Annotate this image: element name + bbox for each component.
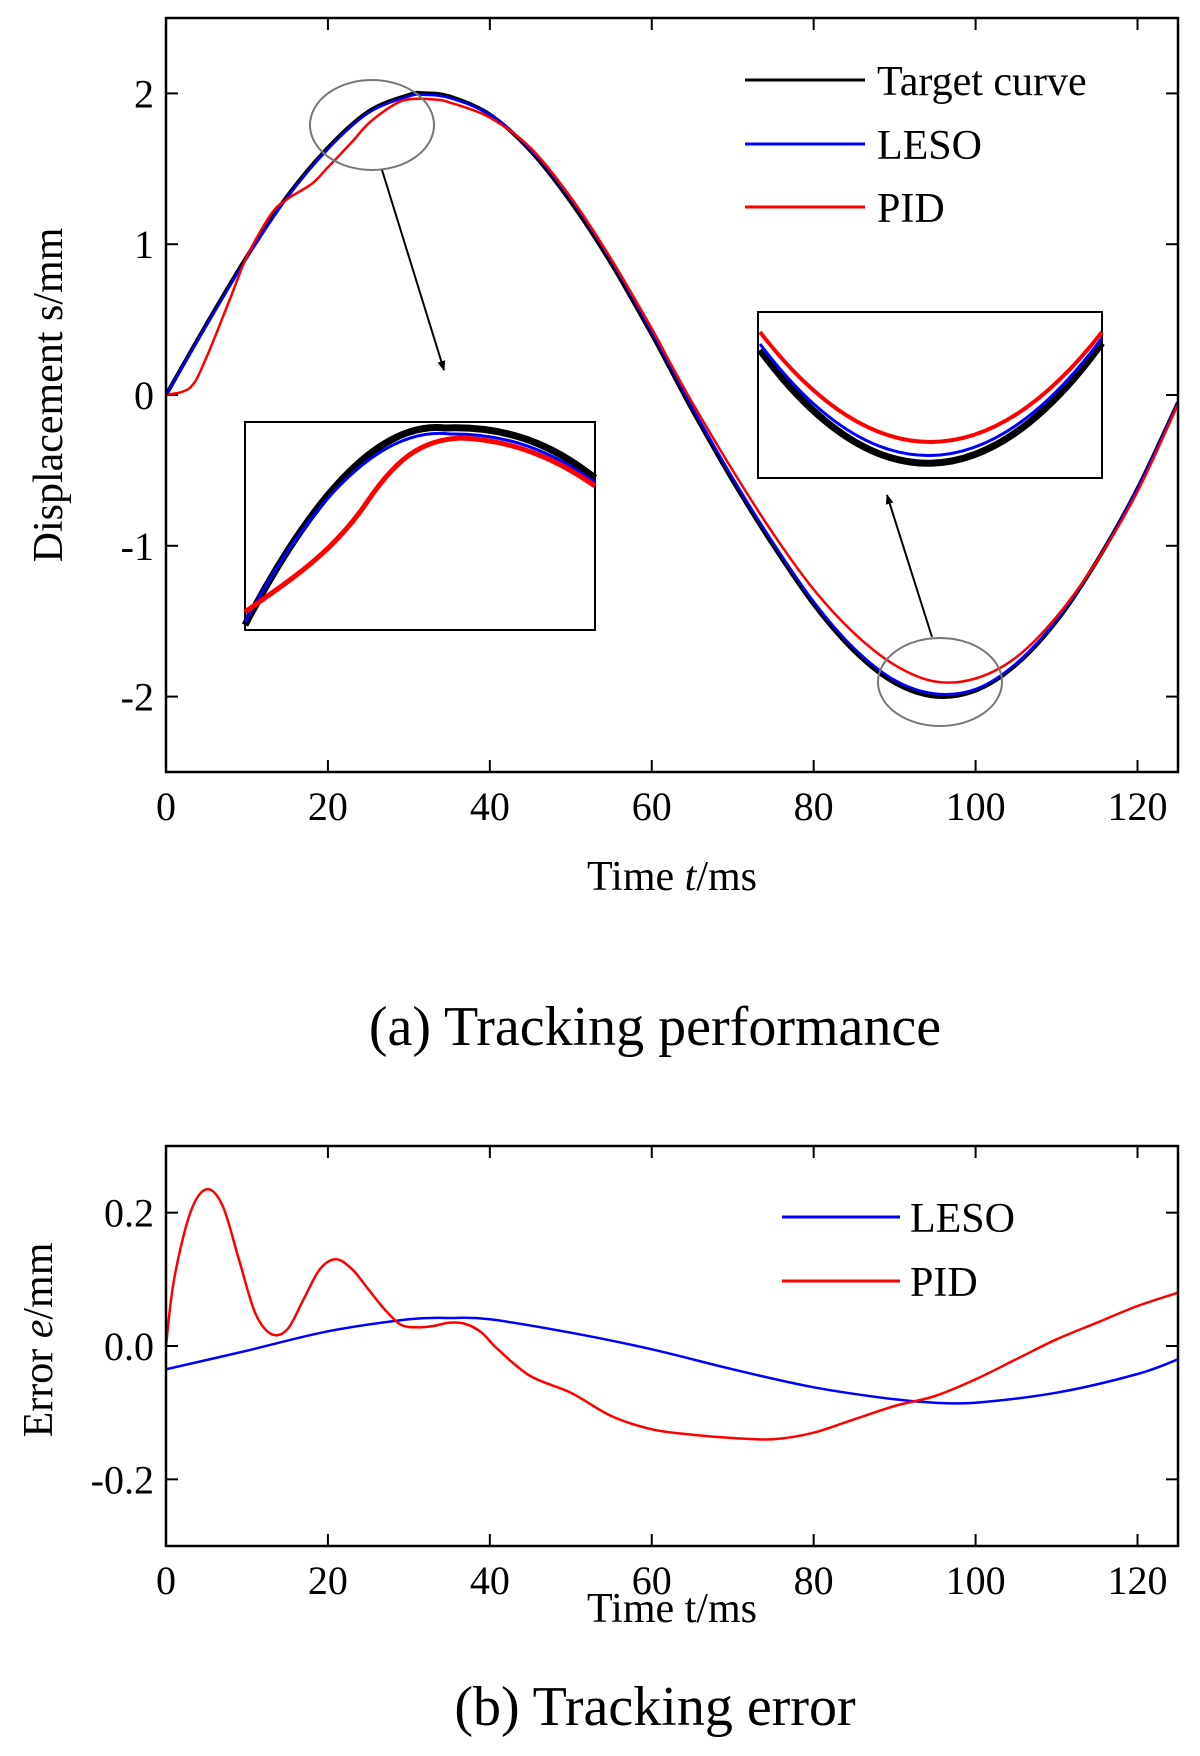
panel-b-xtick-label-80: 80: [794, 1558, 834, 1603]
panel-b-legend: LESO PID: [782, 1196, 1015, 1306]
panel-b-xtick-label-120: 120: [1108, 1558, 1168, 1603]
panel-a-ytick-label-4: 2: [134, 71, 154, 116]
panel-a-series-leso: [166, 93, 1178, 696]
inset-peak-pid-line: [243, 435, 597, 615]
panel-a-series-pid: [166, 97, 1178, 684]
panel-b-series: [166, 1187, 1178, 1441]
panel-b-series-pid: [166, 1187, 1178, 1441]
panel-a-ytick-label-0: -2: [121, 675, 154, 720]
panel-a-legend: Target curve LESO PID: [745, 59, 1087, 232]
panel-a-xtick-label-80: 80: [794, 784, 834, 829]
panel-b-xtick-label-60: 60: [632, 1558, 672, 1603]
zoom-ellipse-trough: [877, 637, 1003, 727]
panel-b-ytick-label-1: 0.0: [104, 1324, 154, 1369]
zoom-ellipse-peak: [309, 79, 435, 171]
panel-a-plot-frame: [164, 16, 1180, 774]
inset-peak-zoom: [241, 421, 598, 631]
panel-a-xtick-label-100: 100: [946, 784, 1006, 829]
zoom-arrow-trough: [885, 494, 933, 638]
legend-b-label-pid: PID: [910, 1260, 978, 1306]
caption-b: (b) Tracking error: [454, 1676, 856, 1738]
inset-trough-leso-line: [758, 337, 1104, 457]
inset-peak-leso-line: [243, 431, 596, 623]
panel-b-xtick-label-40: 40: [470, 1558, 510, 1603]
panel-a-series: [166, 90, 1178, 699]
panel-b-xtick-label-20: 20: [308, 1558, 348, 1603]
panel-b-tracking-error: 0 20 40 60 80 100 120 -0.2 0.0 0.2 Error e/mm Tim…: [16, 1144, 1180, 1632]
panel-a-xtick-label-120: 120: [1108, 784, 1168, 829]
legend-label-pid: PID: [877, 186, 945, 232]
panel-a-xtick-label-0: 0: [156, 784, 176, 829]
panel-a-ytick-label-1: -1: [121, 524, 154, 569]
legend-b-label-leso: LESO: [910, 1196, 1015, 1242]
panel-a-ticks: 0 20 40 60 80 100 120 -2 -1 0 1 2: [121, 18, 1178, 829]
caption-a: (a) Tracking performance: [369, 996, 941, 1058]
panel-b-ticks: 0 20 40 60 80 100 120 -0.2 0.0 0.2: [91, 1146, 1178, 1603]
panel-b-ylabel: Error e/mm: [16, 1242, 62, 1437]
panel-a-ytick-label-2: 0: [134, 373, 154, 418]
panel-b-xlabel: Time t/ms: [587, 1586, 757, 1632]
panel-b-ytick-label-2: 0.2: [104, 1191, 154, 1236]
panel-a-tracking-performance: 0 20 40 60 80 100 120 -2 -1 0 1 2 Displacement s/mm…: [26, 16, 1180, 900]
legend-label-target: Target curve: [877, 59, 1087, 105]
panel-b-ytick-label-0: -0.2: [91, 1457, 154, 1502]
inset-trough-zoom: [757, 311, 1105, 479]
zoom-arrow-peak: [381, 169, 446, 371]
panel-a-xlabel: Time t/ms: [587, 854, 757, 900]
panel-a-ylabel: Displacement s/mm: [26, 227, 72, 562]
panel-a-xtick-label-60: 60: [632, 784, 672, 829]
panel-a-ytick-label-3: 1: [134, 222, 154, 267]
panel-a-xtick-label-20: 20: [308, 784, 348, 829]
panel-b-xtick-label-100: 100: [946, 1558, 1006, 1603]
inset-trough-pid-line: [758, 330, 1104, 444]
panel-b-series-leso: [166, 1316, 1178, 1405]
panel-a-xtick-label-40: 40: [470, 784, 510, 829]
legend-label-leso: LESO: [877, 123, 982, 169]
panel-b-plot-frame: [164, 1144, 1180, 1548]
panel-b-xtick-label-0: 0: [156, 1558, 176, 1603]
inset-trough-target-line: [757, 340, 1105, 467]
